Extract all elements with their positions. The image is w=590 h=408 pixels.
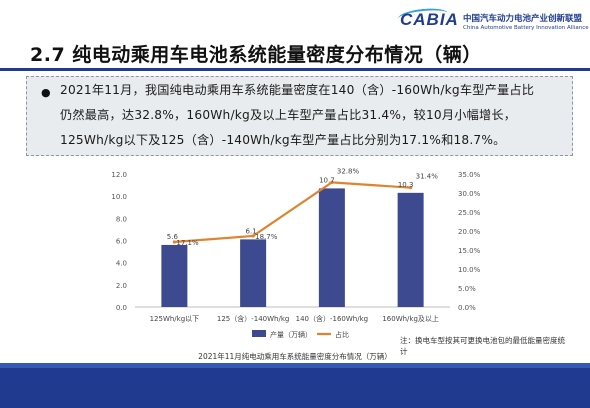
share-point — [409, 186, 413, 190]
org-name-cn: 中国汽车动力电池产业创新联盟 — [463, 14, 583, 24]
summary-line: 2021年11月，我国纯电动乘用车系统能量密度在140（含）-160Wh/kg车… — [60, 83, 535, 97]
share-point — [251, 234, 255, 238]
legend-line-label: 占比 — [335, 330, 349, 339]
legend-bar-label: 产量（万辆） — [270, 330, 312, 339]
summary-line: 125Wh/kg以下及125（含）-140Wh/kg车型产量占比分别为17.1%… — [60, 133, 506, 147]
bar-value-label: 5.6 — [167, 233, 179, 241]
summary-line: 仍然最高，达32.8%，160Wh/kg及以上车型产量占比31.4%，较10月小… — [60, 108, 517, 122]
bar — [240, 239, 267, 307]
y-left-tick-label: 4.0 — [116, 260, 127, 268]
x-category-label: 140（含）-160Wh/kg — [296, 314, 368, 323]
share-point — [330, 180, 334, 184]
summary-text: 2021年11月，我国纯电动乘用车系统能量密度在140（含）-160Wh/kg车… — [60, 78, 565, 153]
y-left-tick-label: 8.0 — [116, 215, 127, 223]
x-category-label: 125（含）-140Wh/kg — [217, 314, 289, 323]
bar-value-label: 6.1 — [246, 227, 257, 235]
x-category-label: 125Wh/kg以下 — [150, 315, 200, 323]
share-line — [174, 181, 411, 244]
y-left-tick-label: 10.0 — [111, 193, 127, 201]
bar-value-label: 10.7 — [319, 176, 335, 184]
y-left-tick-label: 0.0 — [116, 304, 127, 312]
page-title: 2.7 纯电动乘用车电池系统能量密度分布情况（辆） — [30, 44, 482, 66]
y-right-tick-label: 25.0% — [458, 209, 481, 217]
y-left-tick-label: 6.0 — [116, 238, 127, 246]
y-right-tick-label: 0.0% — [458, 304, 476, 312]
footer-bar — [0, 363, 590, 408]
share-value-label: 31.4% — [416, 173, 439, 181]
header: CABIA 中国汽车动力电池产业创新联盟 China Automotive Ba… — [0, 0, 590, 40]
y-right-tick-label: 15.0% — [458, 247, 481, 255]
y-right-tick-label: 35.0% — [458, 171, 481, 179]
y-right-tick-label: 20.0% — [458, 228, 481, 236]
cabia-logo: CABIA — [400, 10, 459, 29]
org-name-en: China Automotive Battery Innovation Alli… — [463, 25, 589, 31]
share-value-label: 17.1% — [176, 239, 199, 247]
bar — [318, 188, 345, 307]
y-left-tick-label: 2.0 — [116, 282, 127, 290]
bar — [161, 244, 188, 307]
title-divider — [0, 68, 590, 71]
bar-value-label: 10.3 — [398, 181, 414, 189]
y-right-tick-label: 30.0% — [458, 190, 481, 198]
share-value-label: 32.8% — [337, 167, 360, 175]
chart-caption: 2021年11月纯电动乘用车系统能量密度分布情况（万辆） — [198, 352, 392, 361]
chart-note: 注：换电车型按其可更换电池包的最低能量密度统计 — [400, 336, 565, 356]
bar — [397, 192, 424, 307]
share-point — [172, 240, 176, 244]
y-left-tick-label: 12.0 — [111, 171, 127, 179]
share-value-label: 18.7% — [255, 233, 278, 241]
summary-box — [26, 76, 573, 156]
x-category-label: 160Wh/kg及以上 — [382, 314, 439, 323]
y-right-tick-label: 5.0% — [458, 285, 476, 293]
bullet-icon: ● — [41, 86, 51, 99]
y-right-tick-label: 10.0% — [458, 266, 481, 274]
legend-bar-swatch — [252, 330, 266, 337]
